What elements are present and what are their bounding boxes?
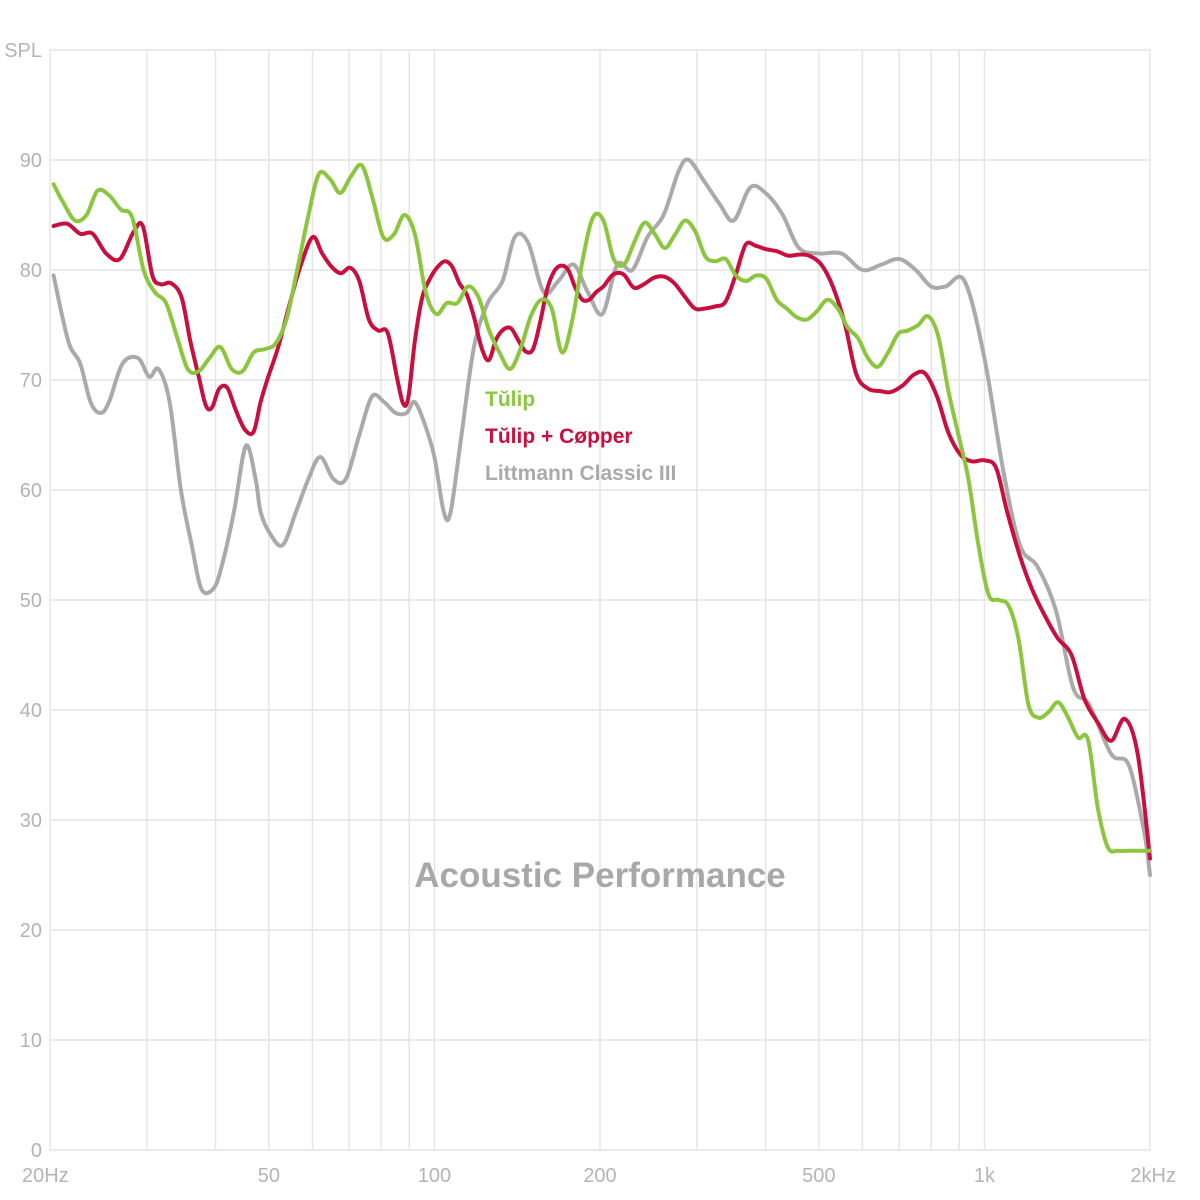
grid-layer [49, 49, 1151, 1151]
x-tick-label: 500 [802, 1165, 835, 1187]
y-tick-label: 90 [20, 150, 42, 172]
chart-title: Acoustic Performance [414, 856, 786, 895]
series-line-littmann-classic-iii [51, 157, 1152, 877]
x-tick-label: 100 [418, 1165, 451, 1187]
series-line-t-lip-c-pper [51, 221, 1152, 861]
y-tick-label: 30 [20, 810, 42, 832]
y-tick-label: SPL [4, 40, 42, 62]
legend: Tŭlip Tŭlip + Cøpper Littmann Classic II… [485, 388, 676, 485]
y-tick-label: 40 [20, 700, 42, 722]
y-tick-label: 50 [20, 590, 42, 612]
y-tick-label: 70 [20, 370, 42, 392]
tick-layer: 0 10 20 30 40 50 60 70 80 90 SPL 20Hz 50 100 200 500 1k 2… [4, 40, 1176, 1187]
y-tick-label: 10 [20, 1030, 42, 1052]
legend-item-tulip-copper: Tŭlip + Cøpper [485, 425, 633, 448]
series-layer [51, 157, 1152, 877]
x-tick-label: 20Hz [22, 1165, 69, 1187]
y-tick-label: 60 [20, 480, 42, 502]
y-tick-label: 20 [20, 920, 42, 942]
series-line-t-lip [51, 162, 1152, 854]
x-tick-label: 1k [974, 1165, 996, 1187]
x-tick-label: 2kHz [1130, 1165, 1176, 1187]
y-tick-label: 0 [31, 1140, 42, 1162]
x-tick-label: 50 [258, 1165, 280, 1187]
legend-item-tulip: Tŭlip [485, 388, 535, 411]
legend-item-littmann: Littmann Classic III [485, 462, 676, 485]
y-tick-label: 80 [20, 260, 42, 282]
x-tick-label: 200 [583, 1165, 616, 1187]
